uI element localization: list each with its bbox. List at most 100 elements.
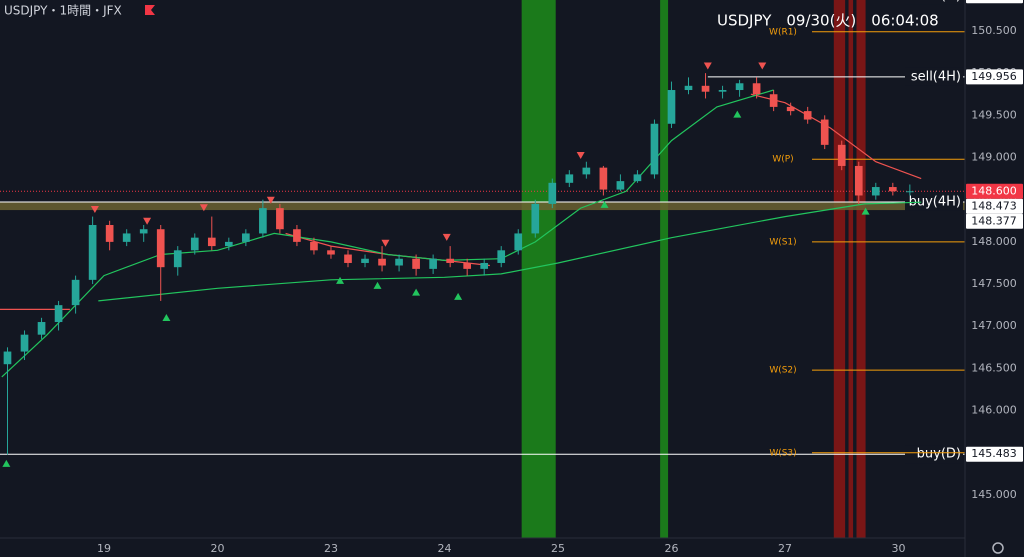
price-tag-bg: [966, 213, 1023, 229]
candle-body: [548, 182, 557, 204]
candle-body: [310, 241, 318, 251]
y-tick-label: 150.500: [971, 24, 1017, 37]
price-tag: 150.917: [971, 0, 1017, 2]
candle-body: [769, 94, 778, 107]
highlight-band: [856, 0, 866, 538]
price-tag-bg: [966, 0, 1023, 4]
candle-body: [207, 237, 216, 247]
price-tag-bg: [966, 198, 1023, 214]
x-tick-label: 24: [437, 542, 451, 555]
y-tick-label: 149.000: [971, 151, 1017, 164]
chart-title: USDJPY・1時間・JFX: [4, 4, 122, 18]
signal-marker: [90, 205, 99, 213]
candle-body: [497, 250, 506, 263]
candle-body: [599, 167, 608, 190]
candle-body: [837, 144, 846, 166]
candle-body: [871, 187, 880, 196]
candle-body: [463, 262, 472, 269]
price-axis: 145.000145.500146.000146.500147.000147.5…: [966, 0, 1023, 501]
candle-body: [276, 208, 284, 230]
highlight-band: [848, 0, 854, 538]
flag-icon[interactable]: [145, 5, 155, 15]
y-tick-label: 148.000: [971, 235, 1017, 248]
candle-body: [88, 225, 97, 280]
highlight-band: [660, 0, 669, 538]
pivot-label: W(P): [772, 155, 793, 165]
candle-body: [122, 233, 131, 242]
candle-body: [37, 322, 46, 335]
candle-body: [803, 111, 812, 120]
level-label-bg: [905, 445, 963, 464]
ma-line: [98, 201, 922, 302]
pivot-label: W(R1): [769, 27, 797, 37]
level-name: buy(D): [917, 447, 961, 462]
price-tag: 148.377: [971, 214, 1017, 227]
candle-body: [344, 254, 352, 263]
candle-body: [650, 123, 659, 175]
candle-body: [429, 258, 437, 269]
level-name: buy(4H): [909, 194, 961, 209]
signal-marker: [733, 110, 742, 118]
candle-body: [173, 250, 182, 268]
candle-body: [854, 165, 863, 196]
settings-icon[interactable]: [992, 542, 1004, 554]
price-tag: 145.483: [971, 447, 1017, 460]
candle-body: [633, 174, 642, 182]
candle-body: [820, 119, 829, 145]
candle-body: [190, 237, 199, 251]
signal-marker: [861, 207, 870, 215]
candle-body: [259, 208, 267, 234]
candle-body: [531, 203, 540, 234]
candle-body: [582, 167, 591, 175]
level-label-bg: [905, 192, 963, 211]
candle-body: [224, 241, 233, 247]
candle-body: [3, 351, 12, 365]
candle-body: [684, 85, 693, 91]
price-tag: 149.956: [971, 70, 1017, 83]
level-name: sell(D): [919, 0, 961, 3]
candle-body: [395, 258, 403, 266]
candle-body: [718, 90, 727, 92]
candle-body: [139, 229, 148, 234]
candle-body: [412, 258, 420, 269]
candle-body: [20, 334, 29, 352]
candle-body: [701, 85, 710, 92]
candle-body: [105, 225, 114, 242]
signal-marker: [162, 313, 171, 321]
y-tick-label: 149.500: [971, 108, 1017, 121]
signal-marker: [373, 281, 382, 289]
plot-area: sell(D) sell(4H) buy(4H) buy(D) W(R1) W(P) W(S…: [0, 0, 965, 538]
highlight-band: [833, 0, 846, 538]
signal-marker: [442, 233, 451, 241]
pivot-label: W(S1): [769, 237, 796, 247]
pivot-label: W(S2): [769, 366, 796, 376]
candle-body: [446, 258, 454, 263]
level-label-bg: [905, 67, 963, 86]
signal-marker: [600, 200, 609, 208]
y-tick-label: 147.000: [971, 319, 1017, 332]
candle-body: [156, 229, 165, 268]
signal-marker: [2, 459, 11, 467]
y-tick-label: 145.000: [971, 488, 1017, 501]
x-tick-label: 25: [551, 542, 565, 555]
signal-marker: [381, 239, 390, 247]
candle-body: [293, 229, 301, 242]
signal-marker: [454, 292, 463, 300]
price-tag-bg: [966, 69, 1023, 85]
signal-marker: [199, 204, 208, 212]
price-tag-bg: [966, 183, 1023, 199]
signal-marker: [412, 288, 421, 296]
candle-body: [480, 262, 489, 269]
x-tick-label: 23: [324, 542, 338, 555]
candle-body: [514, 233, 523, 251]
candle-body: [752, 83, 761, 95]
price-tag-bg: [966, 446, 1023, 462]
candle-body: [378, 258, 386, 266]
candle-body: [888, 187, 897, 192]
candle-body: [54, 305, 63, 323]
signal-marker: [336, 276, 345, 284]
candle-body: [361, 258, 369, 263]
